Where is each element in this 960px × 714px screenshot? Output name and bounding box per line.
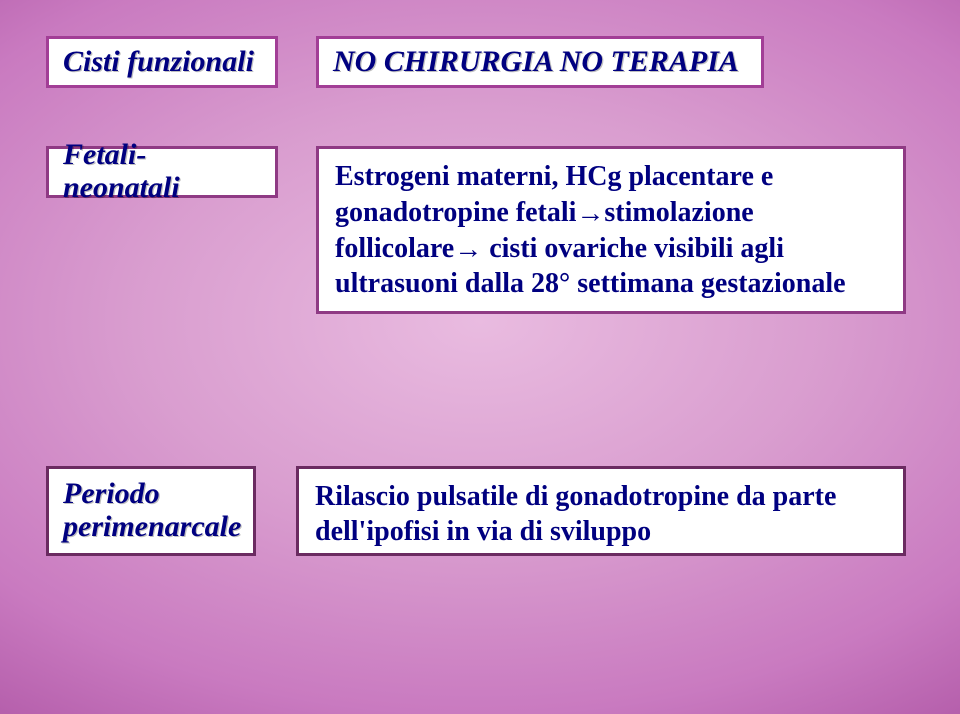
content-periodo-perimenarcale: Rilascio pulsatile di gonadotropine da p… <box>296 466 906 556</box>
label-periodo-perimenarcale: Periodo perimenarcale <box>46 466 256 556</box>
content-fetali-neonatali: Estrogeni materni, HCg placentare e gona… <box>316 146 906 314</box>
content-periodo-line1: Rilascio pulsatile di gonadotropine da p… <box>315 479 887 514</box>
label-periodo-line1: Periodo <box>63 477 239 510</box>
label-periodo-line2: perimenarcale <box>63 510 239 543</box>
label-fetali-neonatali: Fetali-neonatali <box>46 146 278 198</box>
content-fetali-line3: follicolare→ cisti ovariche visibili agl… <box>335 230 887 266</box>
content-fetali-line1: Estrogeni materni, HCg placentare e <box>335 159 887 194</box>
content-fetali-line4: ultrasuoni dalla 28° settimana gestazion… <box>335 266 887 301</box>
content-fetali-line2: gonadotropine fetali→stimolazione <box>335 194 887 230</box>
content-periodo-line2: dell'ipofisi in via di sviluppo <box>315 514 887 549</box>
label-fetali-neonatali-text: Fetali-neonatali <box>63 138 261 204</box>
label-cisti-funzionali: Cisti funzionali <box>46 36 278 88</box>
arrow-icon: → <box>454 231 482 266</box>
label-cisti-funzionali-text: Cisti funzionali <box>63 45 254 78</box>
arrow-icon: → <box>576 195 604 230</box>
label-no-chirurgia-text: NO CHIRURGIA NO TERAPIA <box>333 45 739 78</box>
label-no-chirurgia: NO CHIRURGIA NO TERAPIA <box>316 36 764 88</box>
